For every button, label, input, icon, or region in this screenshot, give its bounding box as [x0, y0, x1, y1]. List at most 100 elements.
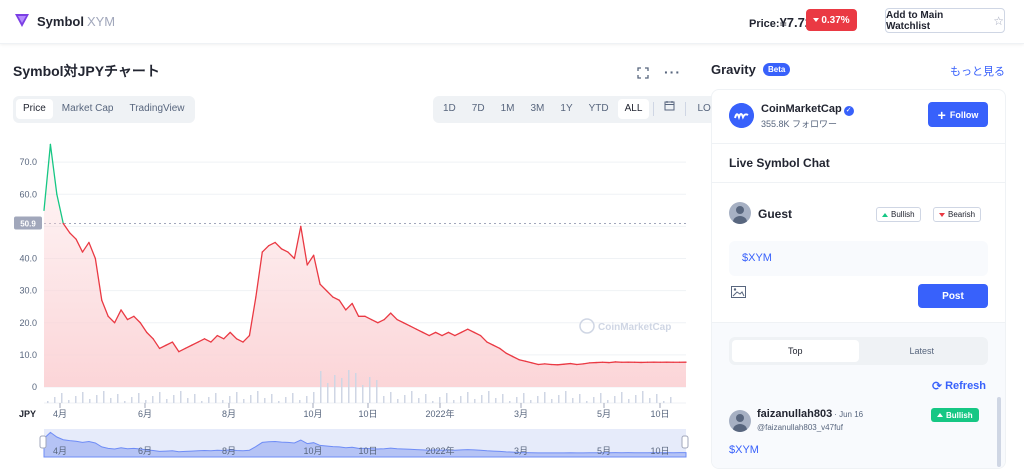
tab-top[interactable]: Top [732, 340, 859, 362]
volume-bar [334, 375, 336, 403]
price-area-fill [44, 144, 686, 387]
volume-bar [355, 373, 357, 403]
more-options-icon[interactable]: ··· [664, 64, 681, 80]
range-1m[interactable]: 1M [494, 99, 522, 119]
y-tick-label: 20.0 [19, 318, 37, 328]
price-display: Price:¥7.72 [749, 15, 812, 30]
post-handle: @faizanullah803_v47fuf [757, 423, 843, 432]
x-tick-label: 10月 [303, 409, 322, 419]
volume-bar [614, 396, 616, 403]
price-line-segment [545, 364, 551, 365]
volume-bar [600, 393, 602, 403]
volume-bar [656, 394, 658, 403]
watermark-logo [580, 319, 594, 333]
bearish-button[interactable]: Bearish [933, 207, 981, 222]
volume-bar [663, 401, 665, 403]
tab-tradingview[interactable]: TradingView [122, 99, 191, 119]
volume-bar [215, 393, 217, 403]
symbol-logo-icon [14, 12, 30, 28]
volume-bar [208, 397, 210, 403]
volume-bar [537, 396, 539, 403]
range-7d[interactable]: 7D [465, 99, 492, 119]
add-to-watchlist-button[interactable]: Add to Main Watchlist ☆ [885, 8, 1005, 33]
volume-bar [124, 401, 126, 403]
feed-tabs: Top Latest [729, 337, 988, 365]
volume-bar [635, 395, 637, 403]
volume-bar [628, 399, 630, 403]
volume-bar [397, 399, 399, 403]
y-tick-label: 70.0 [19, 157, 37, 167]
volume-bar [607, 400, 609, 403]
volume-bar [390, 392, 392, 403]
volume-bar [89, 399, 91, 403]
range-1y[interactable]: 1Y [553, 99, 579, 119]
post-avatar[interactable] [729, 410, 751, 432]
volume-bar [453, 400, 455, 403]
calendar-icon[interactable] [658, 99, 681, 119]
chart-view-tabs: Price Market Cap TradingView [13, 96, 195, 123]
range-selector: 1D 7D 1M 3M 1Y YTD ALL LOG [433, 96, 729, 123]
fullscreen-icon[interactable] [637, 67, 649, 79]
x-tick-label: 6月 [138, 409, 152, 419]
coin-symbol: XYM [87, 14, 115, 29]
volume-bar [642, 391, 644, 403]
x-tick-label: 10日 [358, 409, 377, 419]
range-3m[interactable]: 3M [524, 99, 552, 119]
volume-bar [523, 393, 525, 403]
range-all[interactable]: ALL [618, 99, 650, 119]
volume-bar [201, 401, 203, 403]
post-date: · Jun 16 [834, 410, 863, 419]
beta-badge: Beta [763, 63, 790, 76]
volume-bar [229, 396, 231, 403]
volume-bar [152, 396, 154, 403]
x-tick-label: 8月 [222, 409, 236, 419]
image-upload-icon[interactable] [731, 286, 746, 298]
volume-bar [348, 370, 350, 403]
volume-bar [320, 371, 322, 403]
watchlist-label: Add to Main Watchlist [886, 10, 989, 32]
tab-latest[interactable]: Latest [859, 340, 986, 362]
see-more-link[interactable]: もっと見る [950, 63, 1005, 79]
post-button[interactable]: Post [918, 284, 988, 308]
scrollbar[interactable] [997, 397, 1001, 467]
volume-bar [103, 391, 105, 403]
navigator-tick-label: 10月 [303, 446, 322, 456]
follower-count: 355.8K フォロワー [761, 117, 837, 130]
follow-button[interactable]: + Follow [928, 102, 988, 127]
tab-market-cap[interactable]: Market Cap [55, 99, 121, 119]
volume-bar [418, 398, 420, 403]
navigator-handle-right [682, 436, 688, 448]
separator [653, 102, 654, 116]
range-ytd[interactable]: YTD [582, 99, 616, 119]
price-line-segment [538, 364, 544, 365]
post-body[interactable]: $XYM [729, 444, 759, 456]
volume-bar [593, 397, 595, 403]
compose-input[interactable]: $XYM [729, 241, 988, 276]
volume-bar [306, 396, 308, 403]
volume-bar [47, 401, 49, 403]
tab-price[interactable]: Price [16, 99, 53, 119]
post-username[interactable]: faizanullah803· Jun 16 [757, 408, 863, 420]
volume-bar [341, 378, 343, 403]
volume-bar [96, 395, 98, 403]
volume-bar [362, 385, 364, 403]
price-chart[interactable]: 010.020.030.040.050.060.070.050.9CoinMar… [0, 125, 700, 466]
divider [712, 143, 1005, 144]
volume-bar [327, 383, 329, 403]
bullish-badge: Bullish [931, 408, 979, 422]
plus-icon: + [938, 107, 946, 123]
down-arrow-icon [813, 18, 819, 22]
range-1d[interactable]: 1D [436, 99, 463, 119]
down-arrow-icon [939, 213, 945, 217]
volume-bar [166, 399, 168, 403]
price-line-segment [558, 364, 564, 365]
volume-bar [194, 394, 196, 403]
bullish-button[interactable]: Bullish [876, 207, 921, 222]
price-line-segment [564, 364, 570, 365]
volume-bar [411, 391, 413, 403]
chart-watermark: CoinMarketCap [598, 322, 671, 333]
x-tick-label: 3月 [514, 409, 528, 419]
navigator-tick-label: 3月 [514, 446, 528, 456]
refresh-button[interactable]: ⟳ Refresh [932, 379, 986, 393]
y-tick-label: 0 [32, 382, 37, 392]
